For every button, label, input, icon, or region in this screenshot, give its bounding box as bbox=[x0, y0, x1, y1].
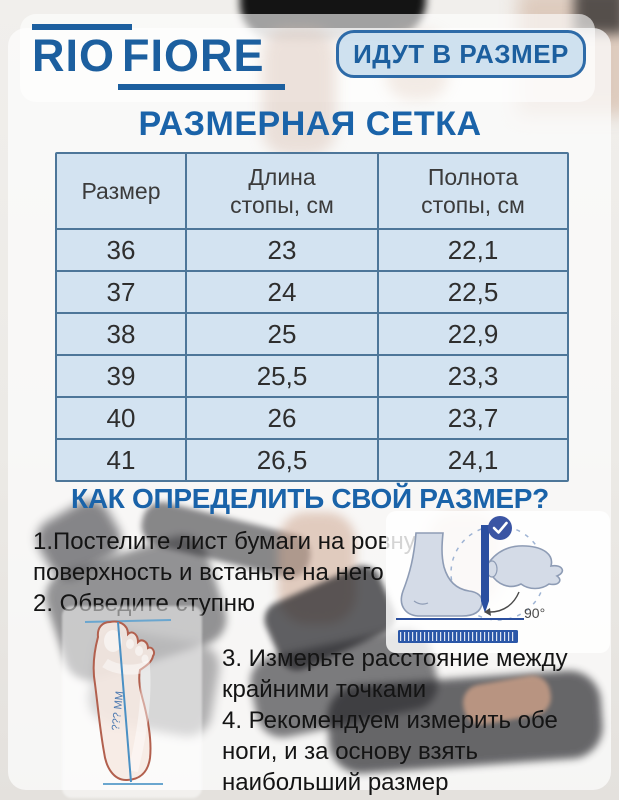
angle-label: 90° bbox=[524, 605, 545, 621]
table-cell: 24 bbox=[187, 272, 377, 312]
logo-text: RIO FIORE bbox=[32, 30, 265, 82]
table-cell: 39 bbox=[57, 356, 185, 396]
howto-steps-1-2: 1.Постелите лист бумаги на ровную поверх… bbox=[33, 526, 441, 619]
table-cell: 24,1 bbox=[379, 440, 567, 480]
sole-highlight bbox=[102, 658, 151, 773]
top-measure-line bbox=[84, 619, 172, 623]
table-cell: 23,3 bbox=[379, 356, 567, 396]
size-chart-title: РАЗМЕРНАЯ СЕТКА bbox=[138, 105, 482, 143]
column-header-length: Длина стопы, см bbox=[187, 154, 377, 228]
logo-part-rio: RIO bbox=[32, 30, 116, 81]
fit-badge-label: ИДУТ В РАЗМЕР bbox=[353, 38, 569, 69]
toe-pad bbox=[135, 646, 143, 656]
table-cell: 26,5 bbox=[187, 440, 377, 480]
heel-detail bbox=[413, 600, 429, 605]
howto-step-3: 3. Измерьте расстояние между крайними то… bbox=[222, 645, 568, 703]
howto-step-1: 1.Постелите лист бумаги на ровную поверх… bbox=[33, 528, 434, 586]
size-table: Размер Длина стопы, см Полнота стопы, см… bbox=[55, 152, 569, 482]
footprint-illustration: ??? ММ bbox=[84, 619, 172, 785]
diagonal-measure-line bbox=[117, 621, 132, 783]
table-cell: 26 bbox=[187, 398, 377, 438]
howto-steps-3-4: 3. Измерьте расстояние между крайними то… bbox=[222, 643, 618, 798]
table-cell: 38 bbox=[57, 314, 185, 354]
column-header-size: Размер bbox=[57, 154, 185, 228]
foot-side-icon bbox=[400, 532, 483, 617]
fit-badge: ИДУТ В РАЗМЕР bbox=[336, 30, 586, 78]
measuring-illustration: 90° bbox=[396, 516, 564, 643]
pencil-icon bbox=[481, 525, 489, 613]
table-cell: 37 bbox=[57, 272, 185, 312]
logo-bottom-bar bbox=[118, 84, 285, 90]
howto-title: КАК ОПРЕДЕЛИТЬ СВОЙ РАЗМЕР? bbox=[71, 483, 549, 514]
brand-logo: RIO FIORE bbox=[30, 22, 290, 92]
logo-part-fiore: FIORE bbox=[122, 30, 265, 81]
table-cell: 41 bbox=[57, 440, 185, 480]
table-cell: 23,7 bbox=[379, 398, 567, 438]
table-cell: 22,5 bbox=[379, 272, 567, 312]
checkmark-glyph bbox=[492, 521, 508, 534]
logo-top-bar bbox=[32, 24, 132, 30]
table-cell: 25,5 bbox=[187, 356, 377, 396]
table-cell: 22,1 bbox=[379, 230, 567, 270]
table-cell: 40 bbox=[57, 398, 185, 438]
big-toe-pad bbox=[104, 630, 122, 652]
hand-icon bbox=[487, 545, 564, 590]
table-cell: 22,9 bbox=[379, 314, 567, 354]
howto-step-4: 4. Рекомендуем измерить обе ноги, и за о… bbox=[222, 707, 558, 796]
measure-label: ??? ММ bbox=[110, 691, 126, 732]
checkmark-icon bbox=[488, 516, 512, 540]
table-cell: 23 bbox=[187, 230, 377, 270]
arrow-head bbox=[484, 608, 491, 616]
table-cell: 36 bbox=[57, 230, 185, 270]
angle-arc bbox=[489, 591, 520, 613]
toe-pad bbox=[126, 639, 134, 649]
column-header-width: Полнота стопы, см bbox=[379, 154, 567, 228]
table-cell: 25 bbox=[187, 314, 377, 354]
toe-pad bbox=[141, 654, 149, 664]
